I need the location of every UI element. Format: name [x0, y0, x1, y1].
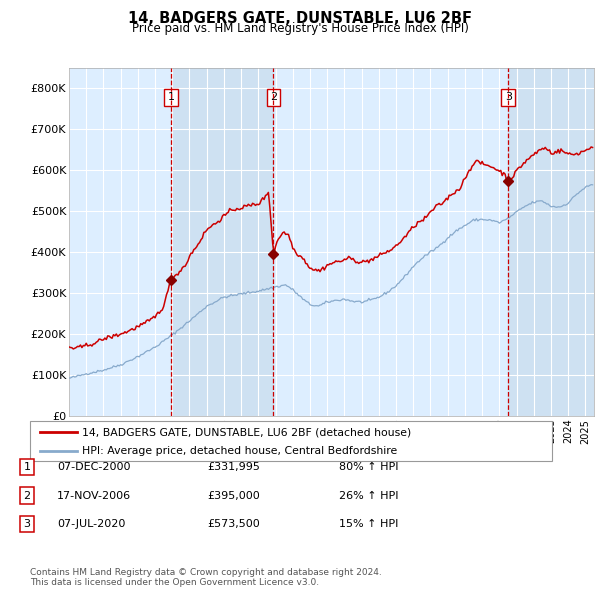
Text: 1: 1: [23, 463, 31, 472]
Text: 17-NOV-2006: 17-NOV-2006: [57, 491, 131, 500]
Text: 26% ↑ HPI: 26% ↑ HPI: [339, 491, 398, 500]
Text: 1: 1: [167, 93, 175, 103]
Text: 3: 3: [505, 93, 512, 103]
Text: 14, BADGERS GATE, DUNSTABLE, LU6 2BF: 14, BADGERS GATE, DUNSTABLE, LU6 2BF: [128, 11, 472, 25]
Text: 07-DEC-2000: 07-DEC-2000: [57, 463, 131, 472]
Text: 3: 3: [23, 519, 31, 529]
Text: 2: 2: [270, 93, 277, 103]
Text: HPI: Average price, detached house, Central Bedfordshire: HPI: Average price, detached house, Cent…: [82, 445, 397, 455]
Bar: [171, 68, 274, 416]
Text: 07-JUL-2020: 07-JUL-2020: [57, 519, 125, 529]
Bar: [508, 68, 594, 416]
Text: £573,500: £573,500: [207, 519, 260, 529]
Text: 14, BADGERS GATE, DUNSTABLE, LU6 2BF (detached house): 14, BADGERS GATE, DUNSTABLE, LU6 2BF (de…: [82, 427, 412, 437]
Text: 80% ↑ HPI: 80% ↑ HPI: [339, 463, 398, 472]
Text: 2: 2: [23, 491, 31, 500]
Text: £331,995: £331,995: [207, 463, 260, 472]
Text: 15% ↑ HPI: 15% ↑ HPI: [339, 519, 398, 529]
Text: Contains HM Land Registry data © Crown copyright and database right 2024.
This d: Contains HM Land Registry data © Crown c…: [30, 568, 382, 587]
Text: Price paid vs. HM Land Registry's House Price Index (HPI): Price paid vs. HM Land Registry's House …: [131, 22, 469, 35]
Text: £395,000: £395,000: [207, 491, 260, 500]
